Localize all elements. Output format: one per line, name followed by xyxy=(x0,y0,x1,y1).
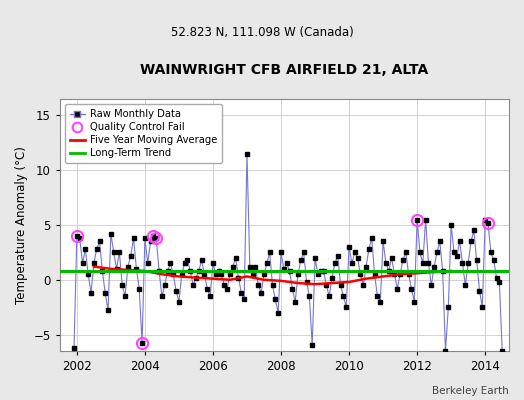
Text: 52.823 N, 111.098 W (Canada): 52.823 N, 111.098 W (Canada) xyxy=(171,26,353,39)
Text: Berkeley Earth: Berkeley Earth xyxy=(432,386,508,396)
Y-axis label: Temperature Anomaly (°C): Temperature Anomaly (°C) xyxy=(15,146,28,304)
Legend: Raw Monthly Data, Quality Control Fail, Five Year Moving Average, Long-Term Tren: Raw Monthly Data, Quality Control Fail, … xyxy=(65,104,222,163)
Title: WAINWRIGHT CFB AIRFIELD 21, ALTA: WAINWRIGHT CFB AIRFIELD 21, ALTA xyxy=(140,63,429,77)
